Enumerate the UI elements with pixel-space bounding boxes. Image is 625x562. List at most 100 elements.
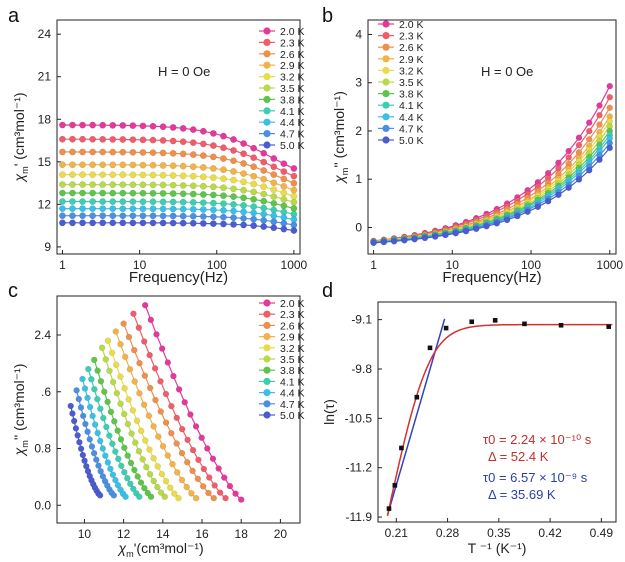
chart-a-data-point — [99, 121, 107, 129]
chart-a-data-point — [179, 162, 187, 170]
chart-c-data-point — [113, 361, 120, 369]
chart-a-data-point — [58, 212, 66, 220]
chart-c-data-point — [84, 428, 91, 436]
chart-a-data-point — [250, 209, 258, 217]
chart-c-legend-label: 4.4 K — [280, 388, 305, 400]
chart-a-data-point — [179, 124, 187, 132]
chart-a-data-point — [109, 161, 117, 169]
chart-c-data-point — [169, 460, 176, 468]
chart-b-legend-marker — [382, 136, 390, 144]
chart-a-data-point — [89, 171, 97, 179]
chart-c-data-point — [131, 466, 138, 474]
chart-b-data-point — [575, 141, 583, 149]
chart-b-data-point — [596, 121, 603, 128]
chart-a-legend-label: 4.7 K — [280, 129, 305, 141]
chart-a-data-point — [230, 193, 237, 201]
chart-a-data-point — [250, 144, 258, 152]
chart-a-data-point — [79, 181, 87, 188]
chart-a-data-point — [189, 126, 197, 134]
chart-a-xtick-label: 10 — [133, 258, 147, 272]
chart-d-annotation-red-delta: Δ = 52.4 K — [488, 449, 549, 464]
chart-a-data-point — [260, 223, 268, 231]
chart-c-ytick-label: 0.8 — [34, 442, 51, 456]
chart-c-data-point — [168, 402, 175, 410]
chart-c-legend-label: 3.8 K — [280, 365, 305, 377]
chart-a-legend-marker — [263, 84, 271, 92]
chart-c-data-point — [159, 443, 167, 450]
chart-a-data-point — [179, 212, 187, 220]
chart-b-legend-label: 2.6 K — [399, 42, 424, 54]
chart-d-data-point — [399, 445, 404, 451]
chart-c-data-point — [211, 482, 218, 489]
chart-b-data-point — [565, 184, 572, 191]
chart-a-data-point — [209, 199, 217, 207]
chart-b-xtick-label: 10 — [446, 258, 460, 272]
chart-a-data-point — [189, 205, 197, 213]
chart-c-data-point — [108, 349, 116, 357]
chart-c-data-point — [110, 492, 118, 499]
chart-c-data-point — [91, 421, 99, 428]
chart-a-data-point — [119, 148, 127, 156]
chart-c-data-point — [100, 414, 107, 422]
chart-b-legend-marker — [382, 78, 390, 86]
chart-b-ytick-label: 2 — [355, 124, 362, 138]
chart-c-data-point — [184, 436, 191, 444]
chart-a-data-point — [129, 171, 137, 179]
chart-a-data-point — [220, 144, 227, 152]
chart-c-data-point — [164, 359, 172, 366]
chart-a-data-point — [240, 214, 248, 222]
chart-a-data-point — [149, 161, 157, 169]
chart-a-data-point — [159, 212, 167, 220]
chart-c-data-point — [111, 418, 118, 425]
chart-a-xtick-label: 1 — [59, 258, 66, 272]
chart-a-data-point — [240, 170, 248, 178]
chart-a-data-point — [169, 198, 177, 206]
chart-a-data-point — [139, 161, 147, 169]
chart-a-data-point — [260, 210, 268, 218]
chart-a-data-point — [199, 206, 207, 214]
chart-c-data-point — [112, 448, 119, 455]
panel-label-c: c — [8, 280, 18, 302]
chart-a-data-point — [69, 212, 76, 220]
chart-a-data-point — [139, 205, 147, 213]
chart-a-data-point — [220, 213, 227, 221]
chart-c-legend-marker — [263, 344, 271, 352]
chart-b-data-point — [421, 234, 429, 242]
chart-b-legend-label: 5.0 K — [399, 135, 424, 147]
chart-d-xtick-label: 0.49 — [590, 526, 614, 540]
chart-c-data-point — [206, 474, 213, 481]
chart-d-data-point — [392, 483, 398, 488]
chart-b-data-point — [555, 191, 562, 199]
chart-b-xlabel: Frequency(Hz) — [442, 269, 541, 286]
chart-a-data-point — [99, 205, 107, 213]
chart-a-data-point — [58, 121, 66, 129]
chart-a-data-point — [159, 149, 167, 157]
chart-c-data-point — [117, 436, 125, 443]
chart-c-data-point — [77, 404, 85, 411]
chart-a-data-point — [280, 225, 288, 233]
chart-c-frame — [56, 295, 301, 524]
chart-a-data-point — [199, 191, 207, 198]
chart-a-data-point — [79, 121, 87, 129]
chart-b-data-point — [596, 156, 603, 164]
chart-a-data-point — [260, 197, 268, 205]
chart-a-data-point — [209, 206, 217, 214]
chart-c-data-point — [104, 337, 112, 344]
chart-a-data-point — [139, 219, 147, 227]
chart-c-data-point — [91, 386, 98, 393]
chart-a-data-point — [58, 148, 66, 156]
chart-a-series-line — [62, 124, 295, 170]
chart-c-data-point — [187, 411, 194, 418]
chart-b-legend-label: 3.5 K — [399, 77, 424, 89]
chart-c-data-point — [136, 493, 143, 501]
chart-c-data-point — [198, 434, 205, 441]
chart-c-legend-marker — [263, 377, 271, 385]
chart-a-data-point — [179, 172, 187, 180]
chart-a-data-point — [250, 195, 258, 203]
chart-a-data-point — [250, 172, 258, 180]
chart-d: 0.21 0.28 0.35 0.42 0.49 -11.9 -11.2 -10.5 -9.8 -… — [321, 301, 617, 556]
chart-a-data-point — [220, 175, 227, 183]
chart-a-data-point — [58, 161, 66, 169]
chart-a-data-point — [270, 212, 278, 220]
chart-c-data-point — [170, 372, 177, 380]
